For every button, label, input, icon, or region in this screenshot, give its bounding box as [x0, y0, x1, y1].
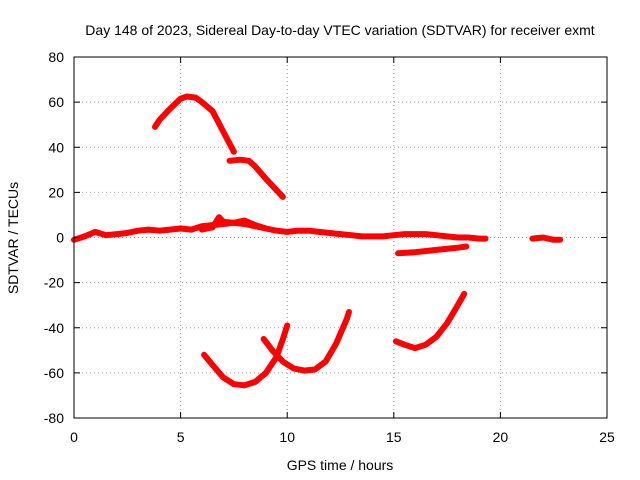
series-5-line: [152, 93, 237, 155]
y-tick-label: -60: [44, 365, 64, 381]
x-tick-label: 0: [70, 429, 78, 445]
x-tick-label: 10: [279, 429, 295, 445]
y-tick-label: 0: [56, 230, 64, 246]
x-tick-label: 15: [386, 429, 402, 445]
y-tick-label: 40: [48, 139, 64, 155]
series-7-line: [201, 322, 291, 389]
series-3-line: [529, 234, 564, 243]
x-tick-label: 20: [493, 429, 509, 445]
y-tick-label: 60: [48, 94, 64, 110]
data-series-group: [71, 93, 564, 389]
tick-labels: 0 5 10 15 20 25 -80 -60 -40 -20 0 20 40 60 80: [44, 49, 615, 445]
series-9-line: [392, 290, 468, 352]
series-4-line: [395, 243, 470, 257]
y-tick-label: 20: [48, 184, 64, 200]
chart-title: Day 148 of 2023, Sidereal Day-to-day VTE…: [85, 22, 594, 38]
y-tick-label: 80: [48, 49, 64, 65]
series-2-line: [198, 214, 269, 233]
x-tick-label: 5: [177, 429, 185, 445]
x-tick-label: 25: [599, 429, 615, 445]
y-tick-label: -40: [44, 320, 64, 336]
y-tick-label: -80: [44, 410, 64, 426]
y-axis-label: SDTVAR / TECUs: [5, 182, 21, 294]
y-tick-label: -20: [44, 275, 64, 291]
series-1-line: [71, 219, 489, 243]
series-6-line: [226, 156, 286, 200]
plot-frame: [73, 56, 608, 419]
x-axis-label: GPS time / hours: [287, 457, 394, 473]
series-8-line: [260, 309, 352, 374]
